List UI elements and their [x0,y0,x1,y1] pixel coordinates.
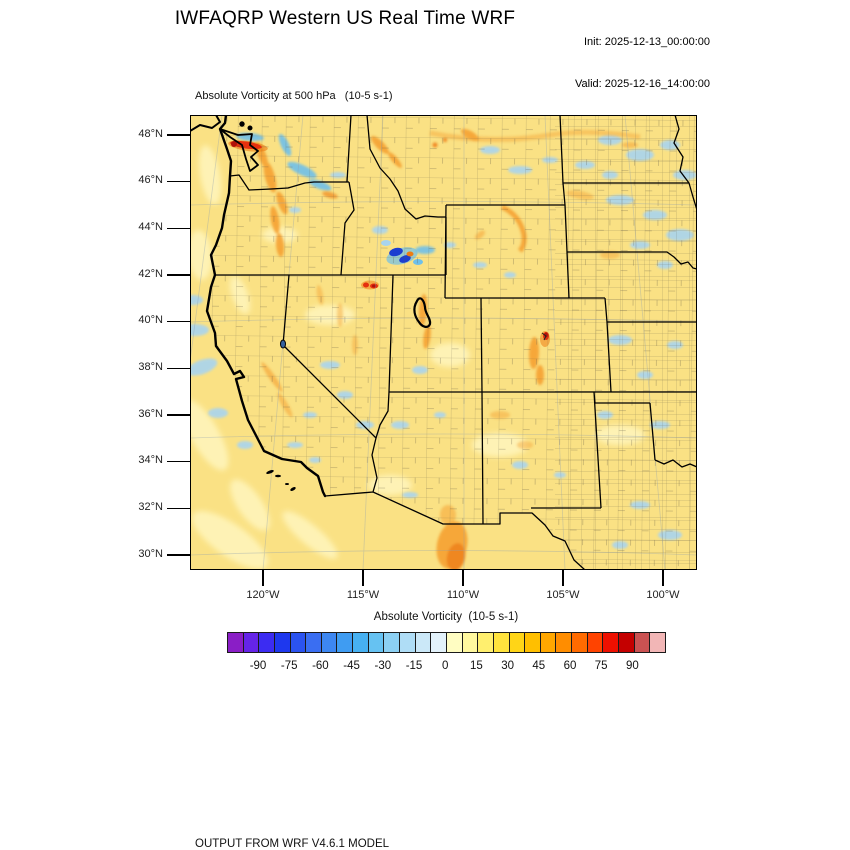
map-frame [190,115,697,570]
lat-tick [167,274,190,276]
colorbar-box [649,633,665,652]
lat-tick [167,460,190,463]
model-footer: OUTPUT FROM WRF V4.6.1 MODEL WE = 310 ; … [195,808,647,850]
channel-island [285,483,289,485]
colorbar-tick-label: 15 [469,660,483,672]
lat-tick-label: 40°N [138,314,163,327]
colorbar [227,632,666,653]
colorbar-tick-label: 60 [563,660,577,672]
lon-tick [662,570,664,586]
colorbar-box [618,633,634,652]
colorbar-box [383,633,400,652]
colorbar-tick-label: -15 [405,660,423,672]
lat-tick-label: 30°N [138,547,163,560]
san-juan-island [239,121,245,127]
lat-tick-label: 42°N [138,267,163,280]
lat-tick [167,180,190,183]
colorbar-box [399,633,415,652]
lat-tick-label: 46°N [138,174,163,187]
colorbar-box [633,633,650,652]
lakes-islands [266,297,547,491]
lat-tick [167,507,190,510]
lat-tick-label: 48°N [138,127,163,140]
lat-tick [167,554,190,556]
colorbar-box [352,633,368,652]
colorbar-box [258,633,274,652]
colorbar-box [492,633,509,652]
field-subtitle: Absolute Vorticity at 500 hPa (10-5 s-1) [195,90,393,102]
colorbar-box [367,633,384,652]
colorbar-tick-label: -90 [249,660,267,672]
state-borders [215,115,697,570]
channel-island [275,474,281,478]
page-title: IWFAQRP Western US Real Time WRF [174,8,516,29]
colorbar-tick-label: 30 [501,660,514,672]
channel-island [266,470,274,474]
lat-tick [167,414,190,416]
colorbar-box [445,633,462,652]
lat-tick [167,367,190,370]
lon-tick [362,570,364,586]
lat-tick-label: 32°N [138,500,163,513]
colorbar-tick-label: 45 [532,660,546,672]
lon-tick-label: 110°W [446,589,480,601]
lon-tick-label: 105°W [546,589,580,601]
great-salt-lake [413,297,432,328]
colorbar-tick-label: 90 [625,660,639,672]
graticule [190,115,697,570]
footer-line1: OUTPUT FROM WRF V4.6.1 MODEL [195,838,390,850]
colorbar-box [602,633,619,652]
run-times: Init: 2025-12-13_00:00:00 Valid: 2025-12… [575,7,710,119]
colorbar-box [320,633,337,652]
puget-sound [219,128,259,172]
vancouver-island-tip [190,115,221,132]
lat-tick-label: 36°N [138,407,163,420]
county-grid-east [555,115,697,570]
lon-tick [562,570,564,586]
colorbar-tick-label: 75 [594,660,608,672]
lon-tick [262,570,264,586]
colorbar-box [336,633,353,652]
denver-mark [541,332,547,341]
map-canvas [190,115,697,570]
colorbar-box [477,633,493,652]
lon-tick-label: 120°W [246,589,280,601]
lon-tick [462,570,464,586]
lon-tick-label: 100°W [646,589,680,601]
valid-time: Valid: 2025-12-16_14:00:00 [575,78,710,90]
lat-tick-label: 34°N [138,454,163,467]
colorbar-box [539,633,556,652]
lat-tick [167,320,190,323]
lat-tick [167,227,190,230]
lat-tick-label: 44°N [138,220,163,233]
colorbar-box [273,633,290,652]
colorbar-box [586,633,603,652]
colorbar-box [430,633,446,652]
colorbar-box [228,633,243,652]
colorbar-box [524,633,540,652]
colorbar-tick-label: -60 [312,660,329,672]
channel-island [290,487,296,491]
lon-tick-label: 115°W [346,589,380,601]
coastline [190,115,327,498]
colorbar-tick-label: -75 [280,660,298,672]
colorbar-tick-label: -30 [374,660,392,672]
colorbar-box [571,633,587,652]
lat-tick [167,134,190,136]
init-time: Init: 2025-12-13_00:00:00 [584,36,710,48]
colorbar-box [555,633,572,652]
colorbar-box [242,633,259,652]
colorbar-box [305,633,321,652]
colorbar-box [289,633,306,652]
colorbar-tick-label: 0 [441,660,449,672]
lake-tahoe [280,339,286,349]
colorbar-box [508,633,525,652]
colorbar-title: Absolute Vorticity (10-5 s-1) [373,611,519,623]
colorbar-tick-label: -45 [343,660,360,672]
colorbar-box [414,633,431,652]
san-juan-island [247,125,253,131]
colorbar-box [461,633,478,652]
lat-tick-label: 38°N [138,360,163,373]
